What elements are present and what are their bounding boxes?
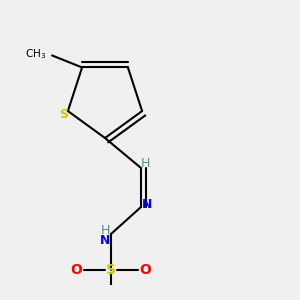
Text: O: O <box>70 263 83 277</box>
Text: S: S <box>59 108 68 121</box>
Text: N: N <box>100 233 110 247</box>
Text: S: S <box>106 263 116 277</box>
Text: O: O <box>140 263 152 277</box>
Text: CH$_3$: CH$_3$ <box>25 47 46 61</box>
Text: H: H <box>100 224 110 238</box>
Text: N: N <box>142 197 152 211</box>
Text: H: H <box>141 157 150 170</box>
